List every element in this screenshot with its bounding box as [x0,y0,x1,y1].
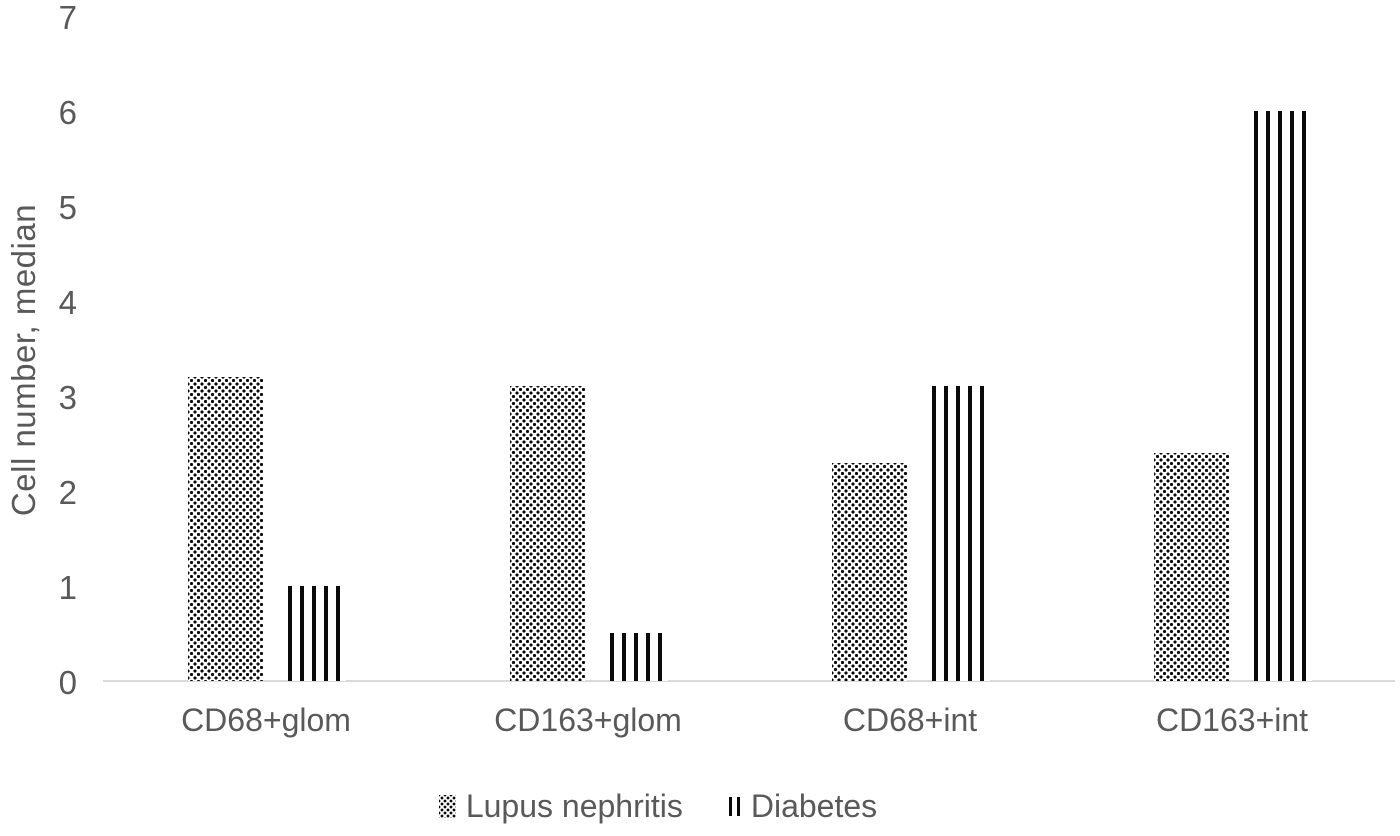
legend-marker-dots-icon [438,795,456,818]
bar-diabetes-cd163+int [1254,111,1312,681]
bar-diabetes-cd68+int [932,386,990,681]
y-tick-label-2: 2 [58,474,77,511]
legend-label-diabetes: Diabetes [750,788,878,824]
y-tick-label-1: 1 [58,569,77,606]
category-label-cd68+glom: CD68+glom [181,702,351,738]
category-label-cd163+glom: CD163+glom [494,702,682,738]
y-tick-label-5: 5 [58,189,77,226]
bar-lupus-nephritis-cd163+glom [510,386,585,681]
y-tick-label-4: 4 [58,284,77,321]
legend-label-lupus-nephritis: Lupus nephritis [465,788,683,824]
legend: Lupus nephritis Diabetes [0,788,1358,825]
y-tick-label-0: 0 [58,664,77,701]
y-axis-title: Cell number, median [5,203,42,517]
category-label-cd68+int: CD68+int [842,702,978,738]
y-tick-label-3: 3 [58,379,77,416]
y-tick-label-6: 6 [58,94,77,131]
legend-item-diabetes: Diabetes [728,788,878,825]
legend-item-lupus-nephritis: Lupus nephritis [438,788,683,825]
category-label-cd163+int: CD163+int [1155,702,1309,738]
bar-diabetes-cd68+glom [288,586,346,681]
legend-marker-vertical-lines-icon [728,797,741,816]
x-axis-line [103,680,1395,682]
bar-lupus-nephritis-cd68+int [832,463,907,681]
bar-diabetes-cd163+glom [610,633,668,681]
bar-lupus-nephritis-cd163+int [1154,453,1229,681]
bar-lupus-nephritis-cd68+glom [188,377,263,681]
y-tick-label-7: 7 [58,0,77,36]
